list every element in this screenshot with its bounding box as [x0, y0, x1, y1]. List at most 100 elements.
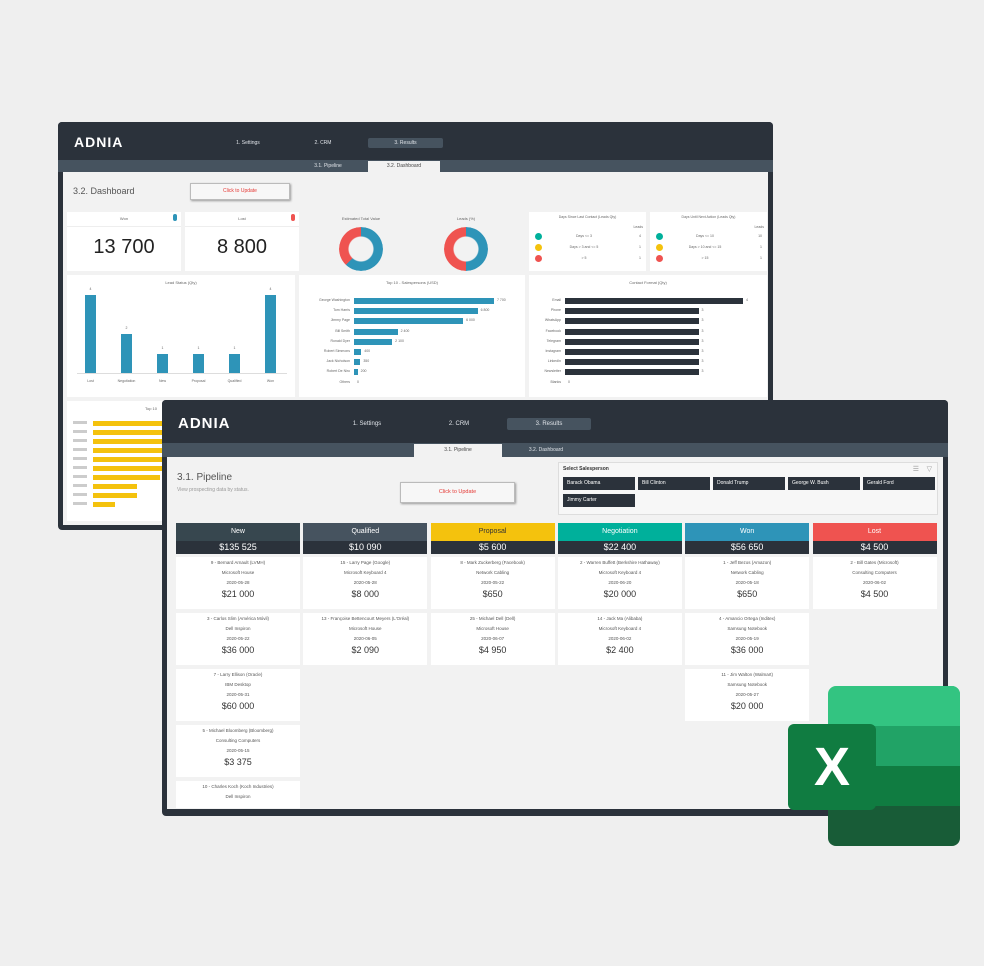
card-title: 11 - Jim Walton (Walmart) [721, 672, 773, 677]
y-tick-label [73, 466, 87, 469]
clear-filter-icon[interactable]: ▽ [926, 466, 932, 473]
bar-label: 3 [701, 308, 704, 313]
column-total: $22 400 [557, 541, 682, 554]
lead-card[interactable]: 14 - Jack Ma (Alibaba) Microsoft Keyboard… [557, 613, 682, 665]
column-header-qualified: Qualified [303, 523, 428, 541]
tab-settings[interactable]: 1. Settings [352, 421, 382, 427]
x-tick-label: Lost [87, 379, 94, 383]
bar-label: 4 [269, 287, 272, 291]
y-tick-label [73, 430, 87, 433]
lead-card[interactable]: 2 - Bill Gates (Microsoft) Consulting Com… [812, 557, 937, 609]
card-product: Consulting Computers [215, 738, 261, 743]
logo: ADNIA [74, 134, 124, 150]
subtab-dashboard[interactable]: 3.2. Dashboard [368, 161, 440, 172]
lead-card[interactable]: 4 - Amancio Ortega (Inditex) Samsung Note… [685, 613, 810, 665]
bar-label: 3 [701, 359, 704, 364]
lead-card[interactable]: 7 - Larry Ellison (Oracle) IBM Desktop 202… [176, 669, 300, 721]
status-dot-icon [535, 244, 542, 251]
person-icon [173, 214, 177, 221]
lead-card[interactable]: 2 - Warren Buffett (Berkshire Hathaway) M… [557, 557, 682, 609]
card-product: Microsoft House [221, 570, 255, 575]
slicer-item[interactable]: Barack Obama [563, 477, 635, 490]
slicer-item[interactable]: Jimmy Carter [563, 494, 635, 507]
card-title: 9 - Bernard Arnault (LVMH) [210, 560, 266, 565]
card-title: 7 - Larry Ellison (Oracle) [213, 672, 263, 677]
subtab-pipeline[interactable]: 3.1. Pipeline [414, 444, 502, 457]
bar-label: 350 [363, 359, 370, 364]
y-tick-label: Telegram [546, 338, 561, 343]
card-amount: $21 000 [221, 589, 255, 599]
bar-label: 7 700 [497, 298, 506, 302]
card-title: 8 - Mark Zuckerberg (Facebook) [460, 560, 525, 565]
bar [354, 369, 358, 376]
card-date: 2020-05-22 [481, 580, 505, 585]
lead-card[interactable]: 9 - Bernard Arnault (LVMH) Microsoft Hous… [176, 557, 300, 609]
column-total: $5 600 [430, 541, 555, 554]
bar-label: 1 [161, 345, 164, 350]
card-title: 25 - Michael Dell (Dell) [469, 616, 516, 621]
bar [565, 318, 699, 325]
y-tick-label [73, 493, 87, 496]
slicer-item[interactable]: Gerald Ford [863, 477, 935, 490]
card-amount: $8 000 [351, 589, 380, 599]
y-tick-label: Others [339, 379, 350, 384]
bar-label: 1 [233, 345, 236, 350]
card-title: 10 - Charles Koch (Koch Industries) [202, 784, 274, 789]
days-table: Days Until Next Action (Leads Qty) Leads D… [650, 212, 767, 271]
y-tick-label [73, 448, 87, 451]
lead-card[interactable]: 3 - Carlos Slim (América Móvil) Dell Insp… [176, 613, 300, 665]
bar [157, 353, 168, 373]
x-tick-label: Negotiation [117, 379, 136, 383]
card-title: 1 - Jeff Bezos (Amazon) [723, 560, 772, 565]
lead-card[interactable]: 8 - Mark Zuckerberg (Facebook) Network Ca… [430, 557, 555, 609]
slicer-item[interactable]: Bill Clinton [638, 477, 710, 490]
y-tick-label [73, 502, 87, 505]
column-header-proposal: Proposal [430, 523, 555, 541]
card-amount: $3 375 [224, 757, 252, 767]
slicer-item[interactable]: George W. Bush [788, 477, 860, 490]
subtab-pipeline[interactable]: 3.1. Pipeline [314, 163, 342, 169]
column-total: $135 525 [176, 541, 300, 554]
tab-settings[interactable]: 1. Settings [236, 140, 260, 146]
tab-results[interactable]: 3. Results [368, 138, 443, 148]
lead-card[interactable]: 5 - Michael Bloomberg (Bloomberg) Consult… [176, 725, 300, 777]
tab-results[interactable]: 3. Results [507, 418, 591, 430]
bar [565, 359, 699, 366]
card-title: 2 - Bill Gates (Microsoft) [850, 560, 899, 565]
kpi-lost: Lost 8 800 [185, 212, 299, 271]
update-button[interactable]: Click to Update [400, 482, 515, 503]
bar [93, 502, 116, 507]
lead-card[interactable]: 11 - Jim Walton (Walmart) Samsung Noteboo… [685, 669, 810, 721]
lead-card[interactable]: 25 - Michael Dell (Dell) Microsoft House 2… [430, 613, 555, 665]
card-amount: $60 000 [221, 701, 255, 711]
y-tick-label: Ronald Dyer [330, 338, 350, 343]
bar-label: 6 000 [466, 318, 475, 323]
card-date: 2020-05-28 [353, 580, 377, 585]
bar [265, 295, 276, 373]
lead-card[interactable]: 15 - Larry Page (Google) Microsoft Keyboa… [303, 557, 428, 609]
subtab-dashboard[interactable]: 3.2. Dashboard [528, 447, 564, 453]
lead-card[interactable]: 10 - Charles Koch (Koch Industries) Dell … [176, 781, 300, 808]
bar-label: 3 [701, 318, 704, 323]
x-tick-label: Proposal [191, 379, 206, 383]
column-header-won: Won [685, 523, 810, 541]
bar-label: 3 [701, 338, 704, 343]
salesperson-slicer: Select Salesperson ☰ ▽ Barack Obama Bill … [558, 462, 938, 515]
card-product: Samsung Notebook [727, 626, 767, 631]
lead-card[interactable]: 13 - Françoise Bettencourt Meyers (L'Oré… [303, 613, 428, 665]
card-title: 15 - Larry Page (Google) [340, 560, 391, 565]
card-title: 3 - Carlos Slim (América Móvil) [206, 616, 269, 621]
slicer-item[interactable]: Donald Trump [713, 477, 785, 490]
x-tick-label: Won [266, 379, 275, 383]
bar-label: 3 [701, 349, 704, 353]
update-button[interactable]: Click to Update [190, 183, 290, 200]
y-tick-label [73, 475, 87, 478]
card-amount: $650 [482, 589, 503, 599]
bar [354, 338, 393, 345]
tab-crm[interactable]: 2. CRM [448, 421, 470, 427]
lead-card[interactable]: 1 - Jeff Bezos (Amazon) Network Cabling 20… [685, 557, 810, 609]
x-tick-label: Qualified [227, 379, 242, 383]
card-title: 13 - Françoise Bettencourt Meyers (L'Oré… [321, 616, 410, 621]
tab-crm[interactable]: 2. CRM [314, 140, 332, 146]
multi-select-icon[interactable]: ☰ [912, 466, 919, 473]
